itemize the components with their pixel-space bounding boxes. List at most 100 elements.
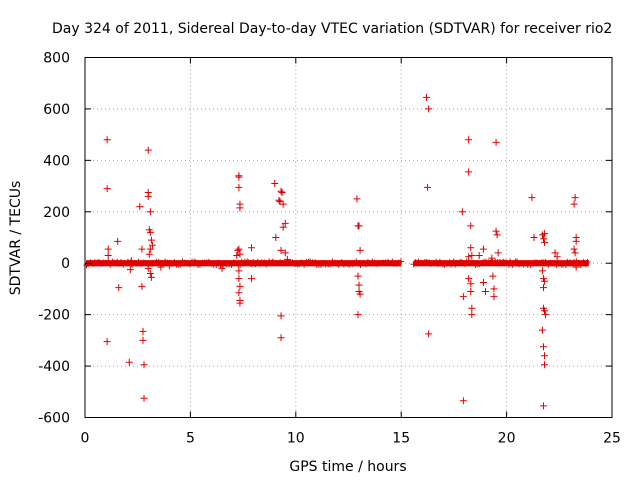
data-point bbox=[424, 183, 432, 191]
data-point bbox=[236, 299, 244, 307]
x-tick-label: 25 bbox=[603, 431, 621, 447]
data-point bbox=[125, 358, 133, 366]
y-tick-label: -200 bbox=[38, 308, 70, 324]
y-tick-label: -400 bbox=[38, 359, 70, 375]
data-point bbox=[236, 250, 244, 258]
data-point bbox=[355, 281, 363, 289]
x-tick-label: 5 bbox=[186, 431, 195, 447]
band-point bbox=[181, 259, 188, 266]
data-points bbox=[103, 93, 580, 410]
data-point bbox=[138, 245, 146, 253]
data-point bbox=[572, 237, 580, 245]
data-point bbox=[104, 252, 112, 259]
data-point bbox=[475, 252, 483, 259]
data-point bbox=[538, 326, 546, 334]
data-point bbox=[281, 219, 289, 227]
x-tick-label: 20 bbox=[498, 431, 516, 447]
data-point bbox=[465, 136, 473, 144]
data-point bbox=[145, 250, 153, 258]
data-point bbox=[277, 187, 285, 195]
data-point bbox=[571, 249, 579, 257]
data-point bbox=[248, 275, 256, 283]
data-point bbox=[278, 189, 286, 196]
data-point bbox=[146, 245, 154, 253]
data-point bbox=[235, 173, 243, 181]
data-point bbox=[218, 264, 226, 272]
band-point bbox=[507, 258, 514, 265]
data-point bbox=[494, 249, 502, 257]
data-point bbox=[468, 311, 476, 319]
data-point bbox=[147, 236, 155, 244]
data-point bbox=[468, 252, 476, 259]
band-point bbox=[232, 260, 239, 267]
data-point bbox=[146, 270, 154, 277]
data-point bbox=[139, 327, 147, 335]
band-point bbox=[102, 259, 109, 266]
band-point bbox=[436, 258, 443, 265]
data-point bbox=[541, 307, 549, 315]
data-point bbox=[235, 245, 243, 253]
data-point bbox=[542, 311, 550, 319]
data-point bbox=[356, 246, 364, 254]
band-segment bbox=[86, 260, 402, 267]
data-point bbox=[103, 338, 111, 346]
data-point bbox=[146, 228, 154, 236]
data-point bbox=[277, 246, 285, 254]
band-point bbox=[335, 261, 342, 268]
data-point bbox=[539, 402, 547, 410]
band-point bbox=[359, 260, 366, 267]
band-point bbox=[562, 262, 569, 269]
data-point bbox=[539, 284, 547, 292]
data-point bbox=[541, 361, 549, 369]
data-point bbox=[234, 246, 242, 254]
data-point bbox=[479, 279, 487, 286]
data-point bbox=[459, 293, 467, 301]
data-point bbox=[233, 252, 241, 259]
data-point bbox=[422, 93, 430, 101]
y-axis-label: SDTVAR / TECUs bbox=[8, 181, 24, 296]
data-point bbox=[353, 195, 361, 203]
data-point bbox=[553, 253, 561, 261]
data-point bbox=[126, 266, 134, 274]
data-point bbox=[235, 275, 243, 283]
y-tick-label: -600 bbox=[38, 411, 70, 427]
data-point bbox=[467, 244, 475, 252]
data-point bbox=[356, 290, 364, 298]
data-point bbox=[490, 285, 498, 293]
band-point bbox=[577, 261, 584, 268]
data-point bbox=[165, 262, 173, 270]
data-point bbox=[425, 330, 433, 338]
band-point bbox=[306, 258, 313, 265]
data-point bbox=[489, 272, 497, 280]
band-point bbox=[569, 260, 576, 267]
data-point bbox=[104, 245, 112, 253]
data-point bbox=[103, 136, 111, 144]
y-tick-label: 200 bbox=[43, 205, 70, 221]
data-point bbox=[572, 263, 580, 271]
data-point bbox=[539, 343, 547, 351]
data-point bbox=[488, 254, 496, 262]
data-point bbox=[103, 185, 111, 193]
data-point bbox=[530, 234, 538, 241]
data-point bbox=[425, 105, 433, 113]
data-point bbox=[275, 196, 283, 204]
data-point bbox=[144, 146, 152, 154]
data-point bbox=[272, 234, 280, 241]
data-point bbox=[279, 200, 287, 208]
y-tick-label: 0 bbox=[61, 256, 70, 272]
data-point bbox=[115, 284, 123, 292]
data-point bbox=[492, 138, 500, 146]
data-point bbox=[465, 253, 473, 261]
data-point bbox=[465, 168, 473, 176]
band-point bbox=[184, 260, 191, 267]
dense-near-zero-band bbox=[83, 258, 591, 269]
data-point bbox=[235, 267, 243, 275]
band-point bbox=[443, 260, 450, 267]
band-segment bbox=[413, 260, 589, 267]
data-point bbox=[148, 241, 156, 249]
data-point bbox=[570, 200, 578, 208]
y-tick-label: 400 bbox=[43, 153, 70, 169]
axis-ticks: 0 5 10 15 20 25 -600 -400 -200 0 200 400 600 800 bbox=[38, 51, 621, 447]
band-point bbox=[476, 261, 483, 268]
x-axis-label: GPS time / hours bbox=[289, 459, 406, 475]
